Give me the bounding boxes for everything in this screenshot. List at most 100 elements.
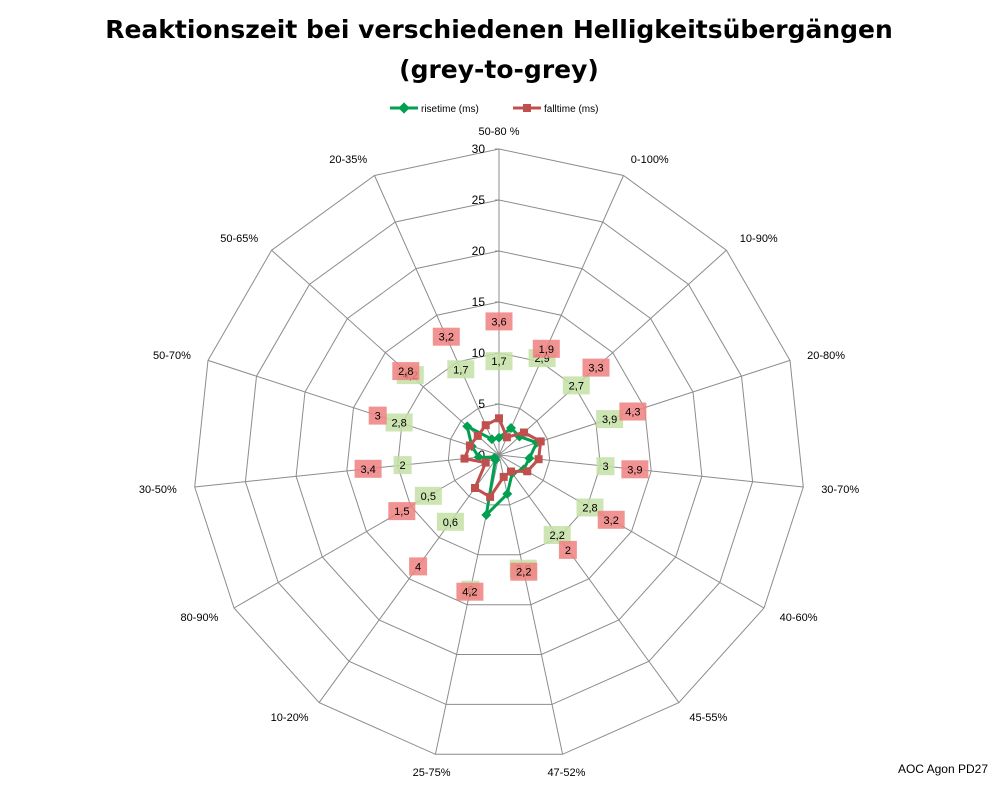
data-label-box-0-0 [485,352,513,371]
data-point-0-4 [524,453,535,464]
data-label-text-0-5: 2,8 [582,503,597,515]
category-label-9: 10-20% [271,712,309,724]
spoke-2 [498,249,727,456]
category-label-12: 50-70% [153,350,191,362]
data-point-1-5 [523,467,532,476]
tick-label-20: 20 [472,244,486,258]
spoke-13 [271,249,500,456]
data-point-1-6 [507,467,515,476]
data-label-0-14: 1,7 [447,360,475,379]
grid-ring-10 [397,352,601,556]
category-label-14: 20-35% [329,154,367,166]
series-line-1 [463,416,543,499]
radar-ticks: 0 5 10 15 20 25 30 [472,142,499,462]
data-label-box-1-4 [621,460,649,479]
spoke-11 [194,454,500,488]
data-label-text-1-9: 4 [415,561,421,573]
data-point-1-0 [495,414,503,423]
category-label-0: 50-80 % [479,126,520,138]
category-label-6: 45-55% [689,712,727,724]
legend-risetime-marker [398,102,410,114]
data-point-1-12 [465,441,474,450]
spoke-6 [498,454,680,703]
data-label-1-9: 4 [409,557,428,576]
data-label-0-4: 3 [596,457,615,476]
data-label-1-10: 1,5 [388,502,416,521]
data-label-box-0-11 [393,456,412,475]
data-label-0-6: 2,2 [543,526,571,544]
data-label-box-0-10 [414,486,442,505]
series-line-0 [465,424,539,517]
data-label-text-1-11: 3,4 [360,464,375,476]
data-point-0-8 [481,509,492,520]
data-point-1-3 [536,437,545,446]
data-label-0-0: 1,7 [485,352,513,371]
data-label-text-0-2: 2,7 [569,380,584,392]
data-label-text-1-6: 2 [565,545,571,557]
category-labels: 50-80 % 0-100% 10-90% 20-80% 30-70% 40-60% 45-… [139,126,859,779]
category-label-11: 30-50% [139,484,177,496]
category-label-5: 40-60% [780,612,818,624]
data-label-1-3: 4,3 [619,402,647,421]
data-label-box-1-5 [597,510,625,529]
data-label-1-1: 1,9 [532,339,560,358]
data-label-text-0-11: 2 [400,460,406,472]
grid-ring-20 [295,250,703,655]
data-label-text-1-10: 1,5 [394,506,409,518]
data-label-box-1-11 [354,459,382,478]
grid-ring-5 [447,403,551,506]
category-label-3: 20-80% [807,350,845,362]
data-label-box-1-0 [485,312,513,331]
data-label-text-1-1: 1,9 [539,344,554,356]
data-label-0-10: 0,5 [414,486,442,505]
category-label-4: 30-70% [821,484,859,496]
chart-title-line1: Reaktionszeit bei verschiedenen Helligke… [105,15,893,44]
category-label-13: 50-65% [220,233,258,245]
radar-grid [194,148,804,755]
data-point-1-13 [473,431,482,440]
legend: risetime (ms) falltime (ms) [390,102,598,115]
data-label-box-1-8 [456,582,484,601]
data-label-1-14: 3,2 [432,327,460,346]
data-point-1-1 [502,433,511,442]
grid-ring-25 [244,199,754,705]
category-label-1: 0-100% [631,154,669,166]
data-point-1-4 [534,455,543,464]
data-label-text-1-2: 3,3 [588,363,603,375]
data-label-text-1-12: 3 [375,411,381,423]
data-label-box-1-3 [619,402,647,421]
data-label-box-1-14 [432,327,460,346]
tick-label-10: 10 [472,346,486,360]
data-point-0-10 [489,452,500,463]
data-label-1-6: 2 [558,540,577,559]
data-point-1-14 [481,421,490,430]
data-label-0-5: 2,8 [576,498,604,517]
data-label-1-11: 3,4 [354,459,382,478]
data-label-1-8: 4,2 [456,582,484,601]
data-label-box-1-10 [388,502,416,521]
data-point-1-7 [499,472,508,481]
data-label-1-5: 3,2 [597,510,625,529]
data-label-text-1-3: 4,3 [625,407,640,419]
data-label-0-12: 2,8 [385,413,413,432]
data-label-text-0-3: 3,9 [602,414,617,426]
category-label-7: 47-52% [547,767,585,779]
data-label-text-1-5: 3,2 [604,515,619,527]
category-label-10: 80-90% [180,612,218,624]
spoke-5 [498,454,765,609]
data-label-0-2: 2,7 [562,376,590,395]
data-label-text-0-14: 1,7 [453,364,468,376]
tick-label-25: 25 [472,193,486,207]
data-label-box-0-4 [596,457,615,476]
data-label-0-9: 0,6 [436,512,464,531]
data-label-box-0-2 [562,376,590,395]
data-label-0-11: 2 [393,456,412,475]
data-label-text-1-14: 3,2 [439,332,454,344]
chart-title-line2: (grey-to-grey) [399,55,599,84]
data-label-text-0-10: 0,5 [421,491,436,503]
tick-label-5: 5 [478,397,485,411]
data-label-1-2: 3,3 [582,358,610,377]
spoke-1 [498,175,624,456]
data-label-1-4: 3,9 [621,460,649,479]
data-point-1-9 [471,484,479,492]
